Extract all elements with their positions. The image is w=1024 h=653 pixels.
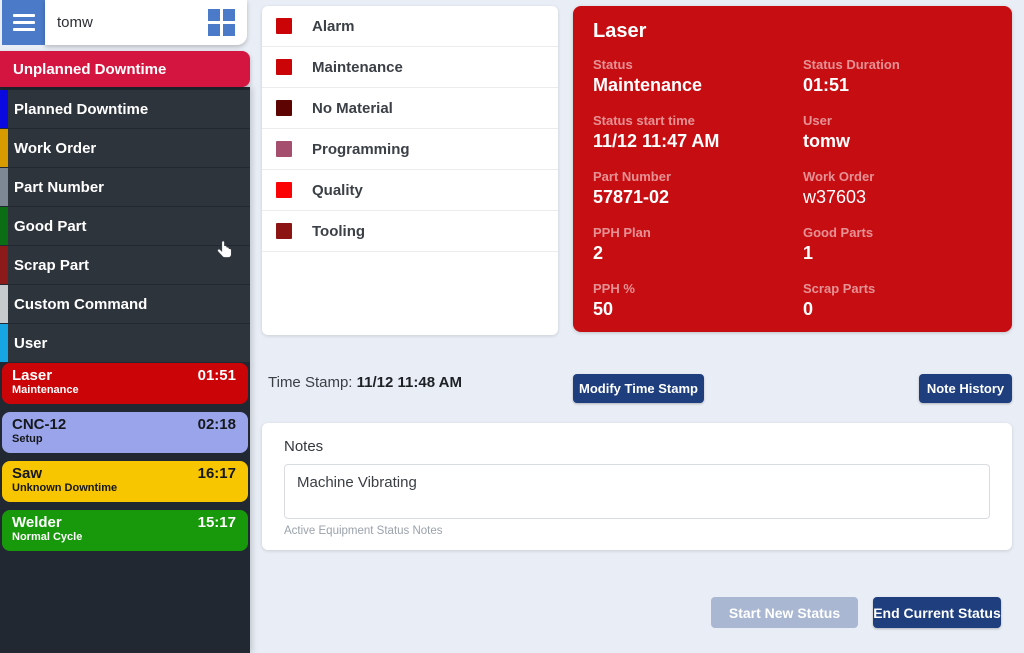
field-part-number: Part Number 57871-02	[593, 169, 672, 207]
sidebar-item-good-part[interactable]: Good Part	[0, 207, 250, 245]
machine-timer: 15:17	[197, 514, 236, 531]
start-new-status-button[interactable]: Start New Status	[711, 597, 858, 628]
notes-label: Notes	[284, 438, 324, 455]
machine-tile-saw[interactable]: Saw 16:17 Unknown Downtime	[2, 461, 248, 502]
field-status-duration: Status Duration 01:51	[803, 57, 900, 95]
machine-status: Normal Cycle	[12, 531, 83, 543]
stripe-indicator	[0, 207, 8, 245]
stripe-indicator	[0, 285, 8, 323]
reason-item-quality[interactable]: Quality	[262, 170, 558, 211]
machine-name: Laser	[12, 367, 53, 384]
equipment-name-title: Laser	[593, 20, 647, 42]
apps-grid-icon[interactable]	[208, 9, 235, 36]
color-swatch	[276, 223, 292, 239]
field-pph-percent: PPH % 50	[593, 281, 635, 319]
machine-timer: 16:17	[197, 465, 236, 482]
timestamp-readout: Time Stamp: 11/12 11:48 AM	[268, 374, 462, 391]
machine-name: CNC-12	[12, 416, 67, 433]
sidebar-item-planned-downtime[interactable]: Planned Downtime	[0, 90, 250, 128]
machine-status: Unknown Downtime	[12, 482, 118, 494]
sidebar-item-label: Unplanned Downtime	[13, 60, 167, 78]
color-swatch	[276, 100, 292, 116]
field-user: User tomw	[803, 113, 850, 151]
reason-item-maintenance[interactable]: Maintenance	[262, 47, 558, 88]
field-scrap-parts: Scrap Parts 0	[803, 281, 876, 319]
machine-tile-cnc-12[interactable]: CNC-12 02:18 Setup	[2, 412, 248, 453]
field-status-start-time: Status start time 11/12 11:47 AM	[593, 113, 720, 151]
color-swatch	[276, 59, 292, 75]
machine-name: Welder	[12, 514, 62, 531]
color-swatch	[276, 18, 292, 34]
sidebar-item-custom-command[interactable]: Custom Command	[0, 285, 250, 323]
notes-input[interactable]: Machine Vibrating	[284, 464, 990, 519]
sidebar-item-user[interactable]: User	[0, 324, 250, 362]
current-user-label: tomw	[57, 14, 93, 31]
machine-name: Saw	[12, 465, 43, 482]
stripe-indicator	[0, 324, 8, 362]
field-good-parts: Good Parts 1	[803, 225, 874, 263]
status-reason-list: Alarm Maintenance No Material Programmin…	[262, 6, 558, 335]
modify-timestamp-button[interactable]: Modify Time Stamp	[573, 374, 704, 403]
machine-tile-laser[interactable]: Laser 01:51 Maintenance	[2, 363, 248, 404]
end-current-status-button[interactable]: End Current Status	[873, 597, 1001, 628]
hamburger-icon	[12, 14, 35, 17]
color-swatch	[276, 141, 292, 157]
equipment-status-card: Laser Status Maintenance Status Duration…	[573, 6, 1012, 332]
note-history-button[interactable]: Note History	[919, 374, 1012, 403]
field-status: Status Maintenance	[593, 57, 703, 95]
notes-helper-text: Active Equipment Status Notes	[284, 525, 443, 537]
stripe-indicator	[0, 129, 8, 167]
hamburger-menu-button[interactable]	[2, 0, 45, 45]
stripe-indicator	[0, 246, 8, 284]
field-work-order: Work Order w37603	[803, 169, 875, 207]
reason-item-programming[interactable]: Programming	[262, 129, 558, 170]
sidebar-item-part-number[interactable]: Part Number	[0, 168, 250, 206]
stripe-indicator	[0, 90, 8, 128]
stripe-indicator	[0, 168, 8, 206]
notes-card: Notes Machine Vibrating Active Equipment…	[262, 423, 1012, 550]
machine-timer: 02:18	[197, 416, 236, 433]
user-bar: tomw	[45, 0, 247, 45]
machine-tiles: Laser 01:51 Maintenance CNC-12 02:18 Set…	[2, 363, 248, 559]
timestamp-label: Time Stamp:	[268, 374, 353, 391]
color-swatch	[276, 182, 292, 198]
timestamp-value: 11/12 11:48 AM	[356, 374, 462, 391]
reason-item-alarm[interactable]: Alarm	[262, 6, 558, 47]
reason-item-no-material[interactable]: No Material	[262, 88, 558, 129]
machine-status: Setup	[12, 433, 43, 445]
sidebar-menu: Planned Downtime Work Order Part Number …	[0, 90, 250, 363]
machine-timer: 01:51	[197, 367, 236, 384]
sidebar-item-scrap-part[interactable]: Scrap Part	[0, 246, 250, 284]
reason-item-tooling[interactable]: Tooling	[262, 211, 558, 252]
field-pph-plan: PPH Plan 2	[593, 225, 651, 263]
sidebar-item-unplanned-downtime[interactable]: Unplanned Downtime	[0, 51, 250, 87]
machine-status: Maintenance	[12, 384, 79, 396]
sidebar-item-work-order[interactable]: Work Order	[0, 129, 250, 167]
machine-tile-welder[interactable]: Welder 15:17 Normal Cycle	[2, 510, 248, 551]
